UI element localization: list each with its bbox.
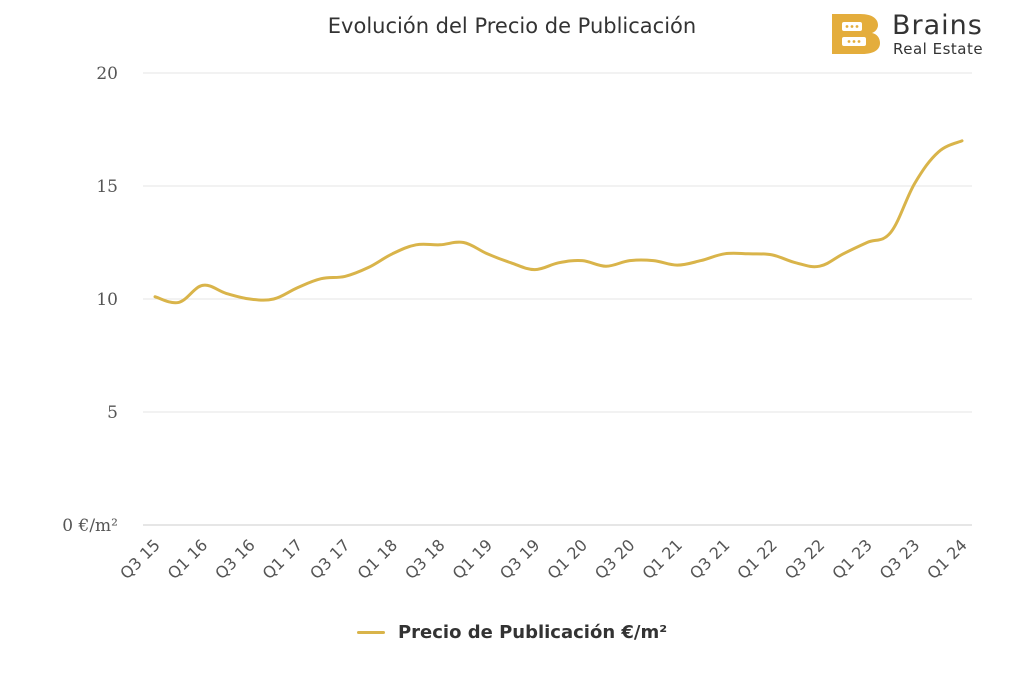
brains-logo-icon (832, 14, 880, 54)
brand-subtitle: Real Estate (893, 40, 984, 58)
x-tick-label: Q3 19 (496, 535, 544, 583)
legend-label: Precio de Publicación €/m² (397, 622, 668, 643)
x-tick-label: Q3 23 (876, 535, 924, 583)
x-tick-label: Q3 18 (401, 535, 449, 583)
y-tick-label: 15 (96, 177, 118, 197)
legend-swatch (356, 631, 385, 634)
brand-name: Brains (892, 10, 983, 41)
y-tick-label: 5 (107, 403, 118, 423)
x-tick-label: Q3 20 (591, 535, 639, 583)
x-axis-ticks: Q3 15 Q1 16 Q3 16 Q1 17 Q3 17 Q1 18 Q3 18 Q1 19… (116, 535, 971, 583)
x-tick-label: Q1 16 (164, 535, 212, 583)
x-tick-label: Q3 17 (306, 535, 354, 583)
y-axis-ticks: 0 €/m² 5 10 15 20 (62, 64, 118, 536)
x-tick-label: Q1 20 (544, 535, 592, 583)
series-group (153, 139, 964, 305)
brand-logo: Brains Real Estate (830, 10, 1016, 58)
series-line-precio-publicacion[interactable] (153, 139, 964, 305)
x-tick-label: Q3 21 (686, 535, 734, 583)
x-tick-label: Q3 15 (116, 535, 164, 583)
x-tick-label: Q3 16 (211, 535, 259, 583)
x-tick-label: Q3 22 (781, 535, 829, 583)
x-tick-label: Q1 19 (449, 535, 497, 583)
grid-lines (143, 72, 972, 526)
y-tick-label: 10 (96, 290, 118, 310)
x-tick-label: Q1 22 (733, 535, 781, 583)
y-tick-label: 20 (96, 64, 118, 84)
y-tick-label: 0 €/m² (62, 516, 118, 536)
legend[interactable]: Precio de Publicación €/m² (0, 622, 1024, 643)
chart-title: Evolución del Precio de Publicación (327, 14, 697, 38)
x-tick-label: Q1 23 (828, 535, 876, 583)
x-tick-label: Q1 18 (354, 535, 402, 583)
x-tick-label: Q1 21 (638, 535, 686, 583)
x-tick-label: Q1 17 (259, 535, 307, 583)
x-tick-label: Q1 24 (923, 535, 971, 583)
